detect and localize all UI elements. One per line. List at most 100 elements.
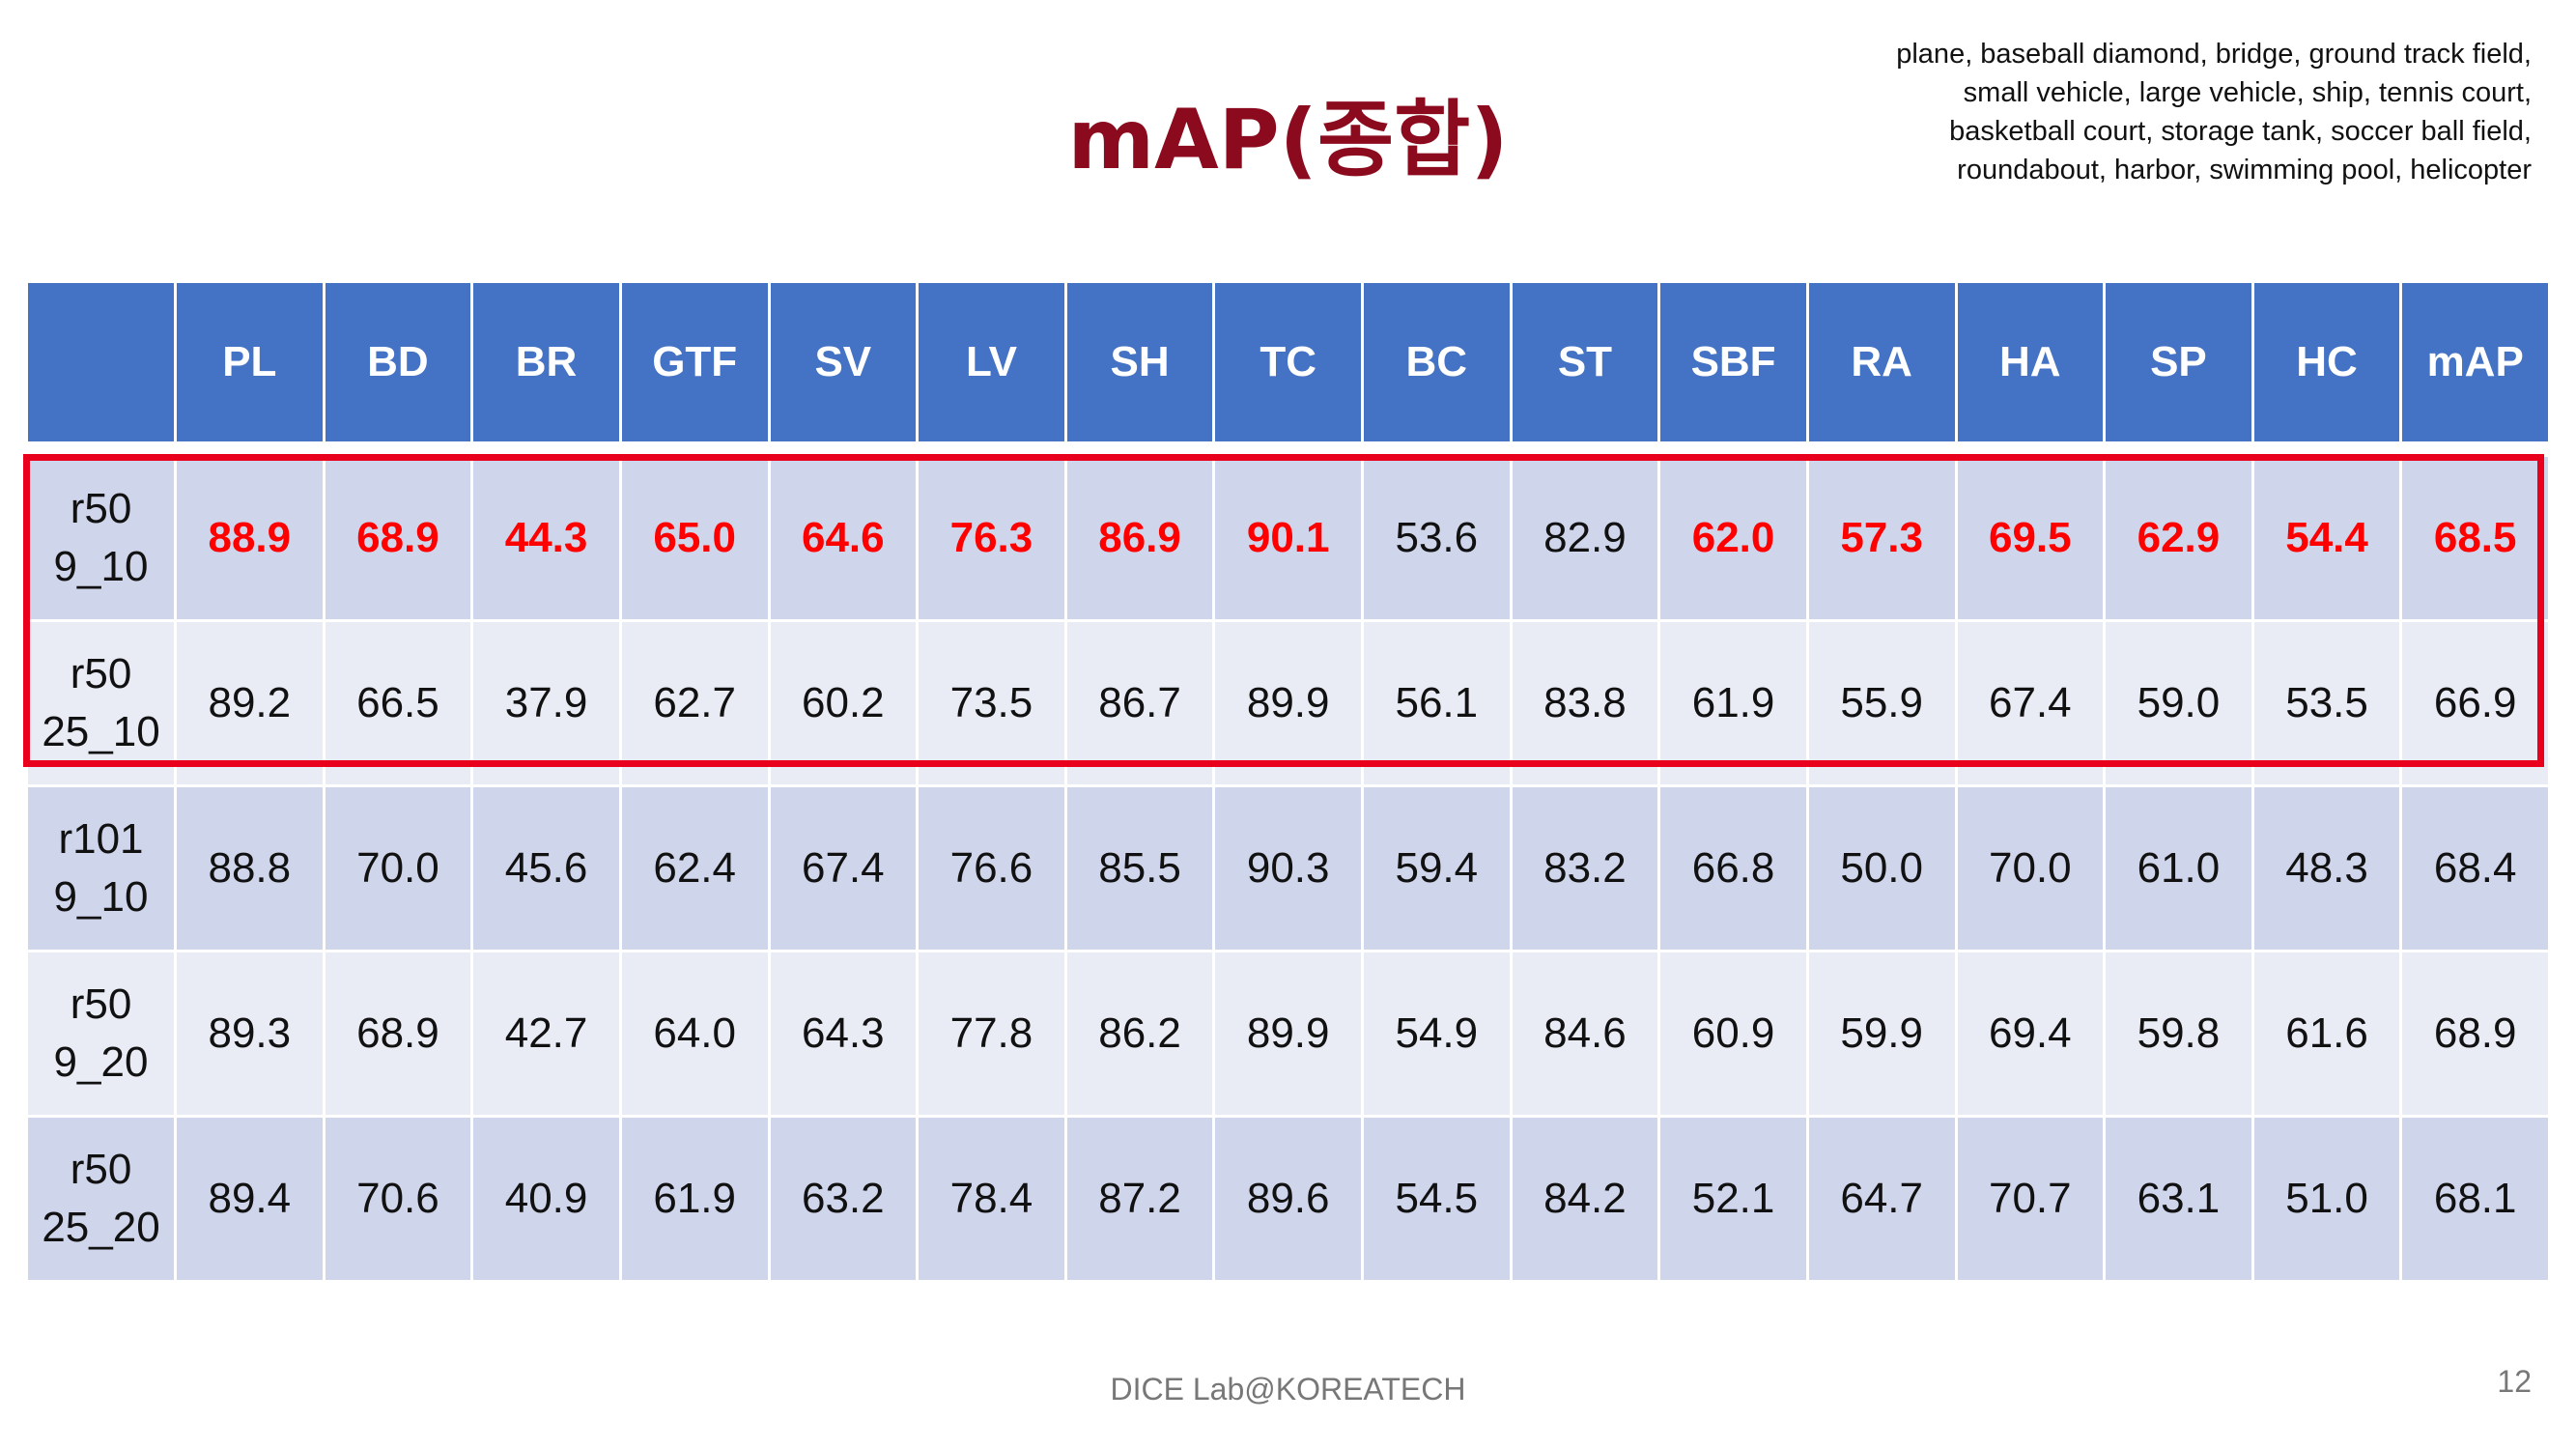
table-cell: 70.6 <box>322 1115 474 1283</box>
table-cell: 73.5 <box>916 619 1067 787</box>
table-cell: 68.1 <box>2399 1115 2551 1283</box>
table-cell: 89.4 <box>174 1115 326 1283</box>
table-cell: 67.4 <box>1954 619 2107 787</box>
table-cell: 55.9 <box>1805 619 1958 787</box>
class-list-note: plane, baseball diamond, bridge, ground … <box>1896 39 2532 185</box>
table-cell: 51.0 <box>2250 1115 2403 1283</box>
table-cell: 53.5 <box>2250 619 2403 787</box>
header-cell-gtf: GTF <box>618 280 771 444</box>
header-cell-sp: SP <box>2103 280 2254 444</box>
table-cell: 76.6 <box>916 784 1067 952</box>
header-cell-lv: LV <box>916 280 1067 444</box>
table-cell: 59.8 <box>2103 950 2254 1118</box>
table-cell: 86.2 <box>1063 950 1216 1118</box>
row-label: r50 9_20 <box>25 950 177 1118</box>
row-label-config: 9_20 <box>53 1038 149 1086</box>
row-label-model: r50 <box>70 980 132 1028</box>
row-label-config: 25_10 <box>42 708 160 755</box>
table-cell: 64.6 <box>767 454 920 622</box>
table-cell: 87.2 <box>1063 1115 1216 1283</box>
row-label-model: r50 <box>70 1146 132 1193</box>
table-cell: 65.0 <box>618 454 771 622</box>
table-cell: 54.9 <box>1361 950 1513 1118</box>
table-cell: 83.8 <box>1509 619 1661 787</box>
spacer-row <box>26 442 2550 456</box>
table-cell: 59.9 <box>1805 950 1958 1118</box>
table-cell: 90.1 <box>1212 454 1364 622</box>
table-cell: 68.5 <box>2399 454 2551 622</box>
header-cell-map: mAP <box>2399 280 2551 444</box>
table-row: r101 9_10 88.8 70.0 45.6 62.4 67.4 76.6 85.5 90.3… <box>25 784 2551 952</box>
row-label-model: r50 <box>70 485 132 532</box>
table-cell: 69.4 <box>1954 950 2107 1118</box>
table-cell: 85.5 <box>1063 784 1216 952</box>
table-cell: 62.0 <box>1657 454 1809 622</box>
table-cell: 61.6 <box>2250 950 2403 1118</box>
table-cell: 67.4 <box>767 784 920 952</box>
table-cell: 60.2 <box>767 619 920 787</box>
table-cell: 84.6 <box>1509 950 1661 1118</box>
row-label: r101 9_10 <box>25 784 177 952</box>
header-cell-sh: SH <box>1063 280 1216 444</box>
table-cell: 86.7 <box>1063 619 1216 787</box>
table-cell: 62.4 <box>618 784 771 952</box>
header-cell-st: ST <box>1509 280 1661 444</box>
table-cell: 64.3 <box>767 950 920 1118</box>
table-cell: 88.9 <box>174 454 326 622</box>
table-cell: 84.2 <box>1509 1115 1661 1283</box>
table-cell: 59.4 <box>1361 784 1513 952</box>
table-cell: 89.9 <box>1212 950 1364 1118</box>
table-cell: 66.5 <box>322 619 474 787</box>
table-cell: 54.5 <box>1361 1115 1513 1283</box>
row-label-config: 9_10 <box>53 543 149 590</box>
table-cell: 63.2 <box>767 1115 920 1283</box>
header-cell-sv: SV <box>767 280 920 444</box>
table-cell: 77.8 <box>916 950 1067 1118</box>
table-cell: 50.0 <box>1805 784 1958 952</box>
table-cell: 53.6 <box>1361 454 1513 622</box>
table-cell: 86.9 <box>1063 454 1216 622</box>
table-cell: 42.7 <box>470 950 622 1118</box>
table-cell: 63.1 <box>2103 1115 2254 1283</box>
table-cell: 83.2 <box>1509 784 1661 952</box>
header-cell-br: BR <box>470 280 622 444</box>
row-label-config: 25_20 <box>42 1204 160 1251</box>
table-cell: 89.9 <box>1212 619 1364 787</box>
table-cell: 37.9 <box>470 619 622 787</box>
table-cell: 64.7 <box>1805 1115 1958 1283</box>
header-cell-sbf: SBF <box>1657 280 1809 444</box>
header-cell-ha: HA <box>1954 280 2107 444</box>
slide-title: mAP(종합) <box>1067 92 1509 188</box>
table-cell: 70.7 <box>1954 1115 2107 1283</box>
table-row: r50 9_10 88.9 68.9 44.3 65.0 64.6 76.3 86.9 90.1 5… <box>25 454 2551 622</box>
row-label-config: 9_10 <box>53 873 149 921</box>
table-cell: 68.4 <box>2399 784 2551 952</box>
table-cell: 61.9 <box>618 1115 771 1283</box>
table-cell: 59.0 <box>2103 619 2254 787</box>
row-label: r50 9_10 <box>25 454 177 622</box>
table-cell: 76.3 <box>916 454 1067 622</box>
table-cell: 88.8 <box>174 784 326 952</box>
table-cell: 61.9 <box>1657 619 1809 787</box>
header-cell-pl: PL <box>174 280 326 444</box>
table-cell: 48.3 <box>2250 784 2403 952</box>
table-cell: 56.1 <box>1361 619 1513 787</box>
footer-text: DICE Lab@KOREATECH <box>1110 1372 1466 1406</box>
header-cell-empty <box>25 280 177 444</box>
table-row: r50 25_20 89.4 70.6 40.9 61.9 63.2 78.4 87.2 89.6… <box>25 1115 2551 1283</box>
table-cell: 44.3 <box>470 454 622 622</box>
table-cell: 66.8 <box>1657 784 1809 952</box>
table-cell: 68.9 <box>322 950 474 1118</box>
table-cell: 54.4 <box>2250 454 2403 622</box>
table-row: r50 9_20 89.3 68.9 42.7 64.0 64.3 77.8 86.2 89.9 5… <box>25 950 2551 1118</box>
table-cell: 89.3 <box>174 950 326 1118</box>
table-cell: 57.3 <box>1805 454 1958 622</box>
table-cell: 62.9 <box>2103 454 2254 622</box>
header-row: PL BD BR GTF SV LV SH TC BC ST SBF RA HA… <box>25 280 2551 444</box>
row-label-model: r101 <box>58 815 144 863</box>
row-label-model: r50 <box>70 650 132 697</box>
table-cell: 89.2 <box>174 619 326 787</box>
table-cell: 68.9 <box>2399 950 2551 1118</box>
table-cell: 78.4 <box>916 1115 1067 1283</box>
table-cell: 68.9 <box>322 454 474 622</box>
